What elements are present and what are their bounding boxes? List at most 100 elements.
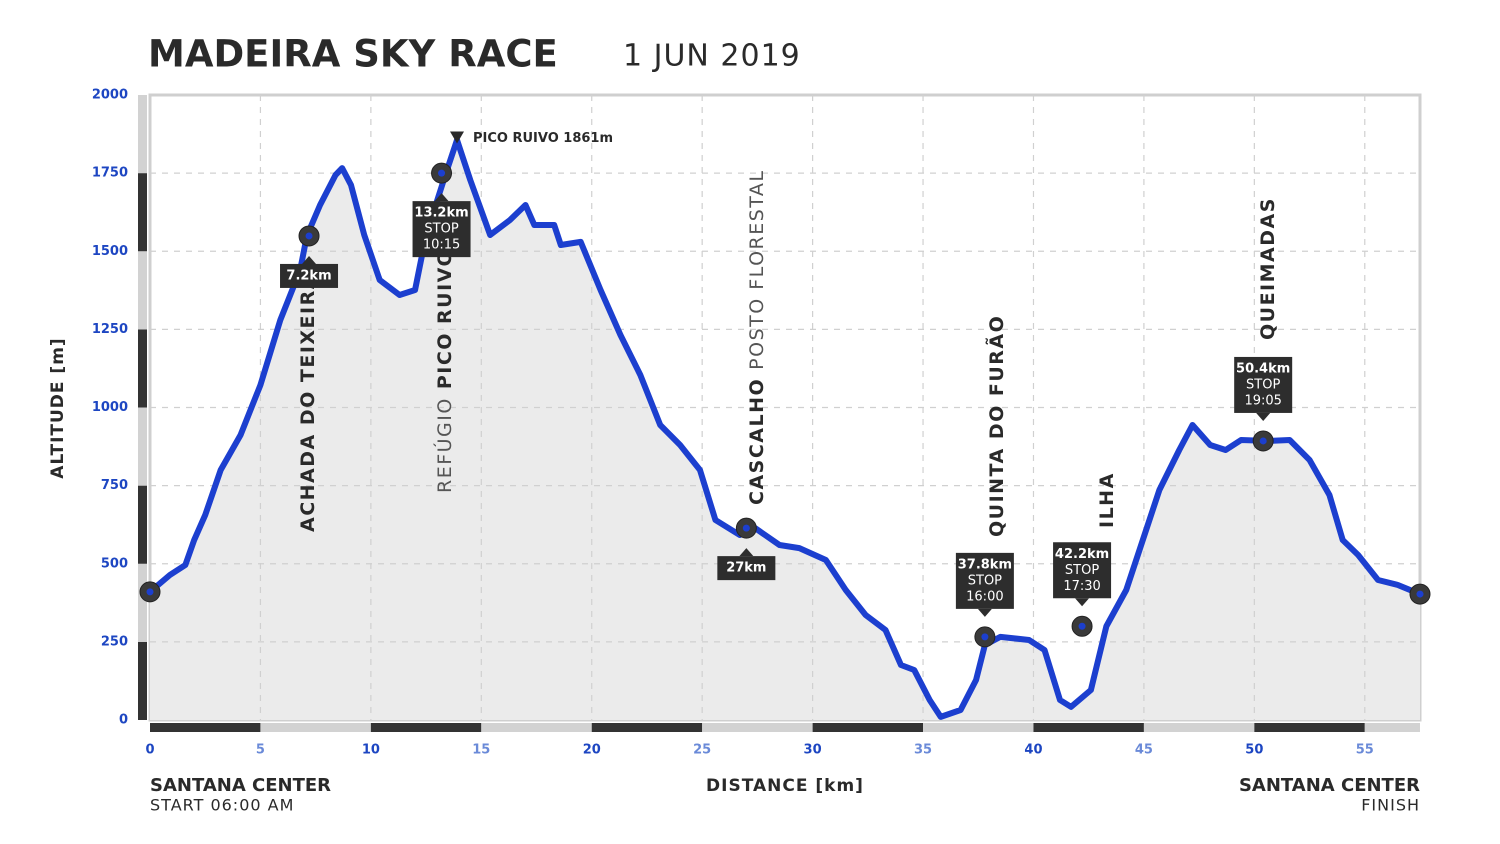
stop-marker-center	[1416, 590, 1424, 598]
stop-marker-center	[146, 588, 154, 596]
callout-pointer	[302, 255, 317, 264]
x-tick-label: 5	[256, 743, 265, 758]
place-label-part: POSTO FLORESTAL	[746, 169, 768, 369]
callout-pointer	[1075, 598, 1090, 607]
x-axis-bar	[370, 723, 482, 732]
callout-stop: STOP	[424, 222, 458, 237]
callout-pointer	[739, 548, 754, 557]
place-label-part: PICO RUIVO	[434, 249, 456, 389]
start-note: START 06:00 AM	[150, 796, 294, 815]
callout-label: 42.2km	[1055, 547, 1109, 562]
finish-note: FINISH	[1361, 796, 1420, 815]
y-axis-bar	[138, 485, 147, 564]
callout-label: 7.2km	[286, 268, 331, 283]
y-tick-label: 250	[101, 634, 128, 649]
callout-label: 27km	[726, 561, 766, 576]
x-tick-label: 55	[1356, 743, 1374, 758]
stop-marker-center	[981, 633, 989, 641]
y-axis-bar	[138, 641, 147, 720]
x-axis-label: DISTANCE [km]	[706, 776, 864, 796]
y-tick-label: 1250	[92, 322, 128, 337]
peak-label: PICO RUIVO 1861m	[473, 131, 613, 146]
y-tick-label: 2000	[92, 88, 128, 103]
stop-marker-center	[438, 169, 446, 177]
place-label: ACHADA DO TEIXEIRA	[297, 273, 319, 532]
stop-marker-center	[305, 232, 313, 240]
place-label: REFÚGIO PICO RUIVO	[432, 249, 456, 493]
y-tick-label: 1750	[92, 166, 128, 181]
place-label-part: CASCALHO	[746, 378, 768, 505]
y-axis-bar	[138, 173, 147, 252]
x-axis-bar	[812, 723, 924, 732]
callout-box	[280, 263, 339, 288]
x-tick-label: 10	[362, 743, 380, 758]
finish-name: SANTANA CENTER	[1239, 775, 1420, 796]
place-label: CASCALHO POSTO FLORESTAL	[746, 169, 768, 505]
callout-label: 13.2km	[414, 206, 468, 221]
x-axis-bar	[481, 723, 592, 732]
x-tick-label: 15	[472, 743, 490, 758]
callout-stop: STOP	[1246, 377, 1280, 392]
y-tick-label: 1500	[92, 244, 128, 259]
y-axis-bar	[138, 563, 147, 642]
callout-box	[1234, 356, 1293, 413]
callout-pointer	[1256, 412, 1271, 421]
y-axis-bar	[138, 407, 147, 486]
place-label-part: QUINTA DO FURÃO	[984, 315, 1008, 537]
callout-time: 19:05	[1244, 393, 1281, 408]
place-label-part: QUEIMADAS	[1257, 197, 1279, 340]
place-label-part: ILHA	[1096, 472, 1118, 528]
place-label: QUINTA DO FURÃO	[984, 315, 1008, 537]
callout-time: 17:30	[1063, 579, 1100, 594]
place-label-part: ACHADA DO TEIXEIRA	[297, 273, 319, 532]
callout-box	[955, 552, 1014, 609]
x-axis-bar	[923, 723, 1034, 732]
x-axis-bar	[591, 723, 703, 732]
callout-box	[1053, 542, 1112, 599]
stop-marker-center	[1259, 437, 1267, 445]
x-tick-label: 25	[693, 743, 711, 758]
x-axis-bar	[150, 723, 261, 732]
x-axis-bar	[1033, 723, 1144, 732]
stop-marker-center	[1078, 622, 1086, 630]
x-axis-bar	[1364, 723, 1420, 732]
x-tick-label: 30	[804, 743, 822, 758]
start-name: SANTANA CENTER	[150, 775, 331, 796]
y-tick-label: 750	[101, 478, 128, 493]
x-axis-bar	[1254, 723, 1365, 732]
callout-pointer	[434, 193, 449, 202]
y-axis-bar	[138, 329, 147, 408]
area-fill	[150, 140, 1420, 720]
place-label: ILHA	[1096, 472, 1118, 528]
y-tick-label: 1000	[92, 400, 128, 415]
callout-label: 50.4km	[1236, 361, 1290, 376]
x-tick-label: 40	[1024, 743, 1042, 758]
callout-time: 16:00	[966, 589, 1003, 604]
y-axis-label: ALTITUDE [m]	[48, 337, 68, 478]
x-tick-label: 45	[1135, 743, 1153, 758]
y-axis-bar	[138, 251, 147, 330]
y-axis-bar	[138, 95, 147, 174]
chart-title: MADEIRA SKY RACE	[148, 33, 558, 76]
callout-pointer	[977, 608, 992, 617]
y-tick-label: 0	[119, 713, 128, 728]
callout-box	[717, 556, 776, 581]
x-axis-bar	[702, 723, 813, 732]
chart-subtitle: 1 JUN 2019	[623, 39, 801, 74]
x-axis-bar	[260, 723, 371, 732]
x-tick-label: 50	[1245, 743, 1263, 758]
callout-label: 37.8km	[958, 557, 1012, 572]
stop-marker-center	[742, 524, 750, 532]
callout-box	[412, 201, 471, 258]
y-tick-label: 500	[101, 556, 128, 571]
x-tick-label: 20	[583, 743, 601, 758]
callout-stop: STOP	[1065, 563, 1099, 578]
place-label: QUEIMADAS	[1257, 197, 1279, 340]
x-axis-bar	[1143, 723, 1255, 732]
x-tick-label: 35	[914, 743, 932, 758]
place-label-part: REFÚGIO	[432, 397, 456, 493]
callout-time: 10:15	[423, 238, 460, 253]
peak-marker	[450, 131, 465, 144]
callout-stop: STOP	[968, 573, 1002, 588]
